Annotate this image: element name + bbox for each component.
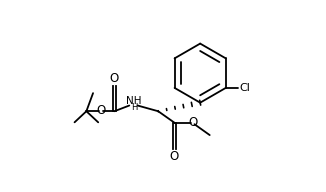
Text: NH: NH: [126, 96, 141, 106]
Text: Cl: Cl: [239, 83, 250, 93]
Text: H: H: [131, 103, 138, 112]
Text: O: O: [110, 72, 119, 85]
Text: O: O: [188, 116, 197, 129]
Text: O: O: [96, 104, 106, 117]
Text: O: O: [170, 151, 179, 164]
